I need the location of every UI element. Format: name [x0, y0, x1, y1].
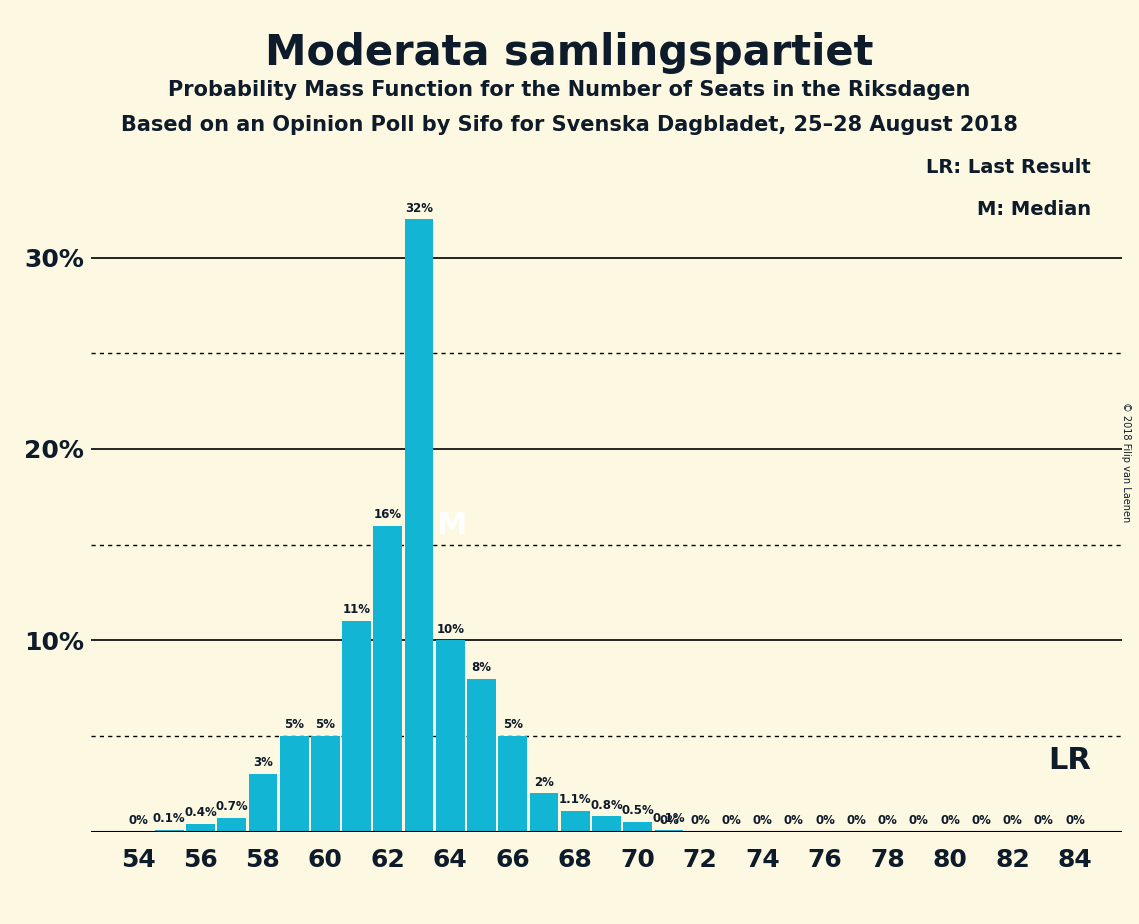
Text: 0.1%: 0.1% — [653, 812, 686, 825]
Text: 32%: 32% — [405, 201, 433, 214]
Text: LR: LR — [1048, 746, 1091, 774]
Text: Moderata samlingspartiet: Moderata samlingspartiet — [265, 32, 874, 74]
Text: 16%: 16% — [374, 507, 402, 521]
Text: 0.8%: 0.8% — [590, 798, 623, 811]
Text: M: M — [436, 511, 467, 540]
Text: 0%: 0% — [909, 814, 928, 827]
Bar — [218, 819, 246, 832]
Text: 0%: 0% — [816, 814, 835, 827]
Bar — [592, 816, 621, 832]
Text: 0%: 0% — [878, 814, 898, 827]
Text: 0%: 0% — [128, 814, 148, 827]
Text: Based on an Opinion Poll by Sifo for Svenska Dagbladet, 25–28 August 2018: Based on an Opinion Poll by Sifo for Sve… — [121, 115, 1018, 135]
Text: 5%: 5% — [316, 718, 335, 731]
Text: 0%: 0% — [753, 814, 772, 827]
Text: LR: Last Result: LR: Last Result — [926, 158, 1091, 177]
Text: 0.7%: 0.7% — [215, 800, 248, 813]
Text: 0%: 0% — [1002, 814, 1023, 827]
Text: 0%: 0% — [690, 814, 710, 827]
Text: 3%: 3% — [253, 757, 273, 770]
Bar — [436, 640, 465, 832]
Bar — [499, 736, 527, 832]
Text: 2%: 2% — [534, 775, 554, 788]
Text: Probability Mass Function for the Number of Seats in the Riksdagen: Probability Mass Function for the Number… — [169, 80, 970, 101]
Text: 0.5%: 0.5% — [622, 804, 654, 817]
Text: 1.1%: 1.1% — [559, 793, 591, 806]
Text: 11%: 11% — [343, 603, 370, 616]
Bar — [248, 774, 277, 832]
Text: 0%: 0% — [784, 814, 804, 827]
Text: 5%: 5% — [284, 718, 304, 731]
Bar — [155, 830, 183, 832]
Text: 0%: 0% — [1034, 814, 1054, 827]
Text: 10%: 10% — [436, 623, 465, 636]
Text: 0%: 0% — [940, 814, 960, 827]
Text: © 2018 Filip van Laenen: © 2018 Filip van Laenen — [1121, 402, 1131, 522]
Text: 0%: 0% — [846, 814, 867, 827]
Bar — [342, 621, 371, 832]
Text: M: Median: M: Median — [976, 201, 1091, 219]
Text: 8%: 8% — [472, 661, 492, 674]
Bar — [374, 526, 402, 832]
Text: 0.4%: 0.4% — [185, 806, 216, 820]
Bar — [530, 794, 558, 832]
Bar — [467, 678, 495, 832]
Text: 0.1%: 0.1% — [153, 812, 186, 825]
Text: 0%: 0% — [721, 814, 741, 827]
Text: 0%: 0% — [1065, 814, 1085, 827]
Bar — [280, 736, 309, 832]
Bar — [186, 824, 215, 832]
Bar — [311, 736, 339, 832]
Text: 0%: 0% — [972, 814, 991, 827]
Text: 0%: 0% — [659, 814, 679, 827]
Bar — [560, 810, 590, 832]
Bar — [655, 830, 683, 832]
Text: 5%: 5% — [502, 718, 523, 731]
Bar — [623, 822, 653, 832]
Bar — [404, 219, 434, 832]
